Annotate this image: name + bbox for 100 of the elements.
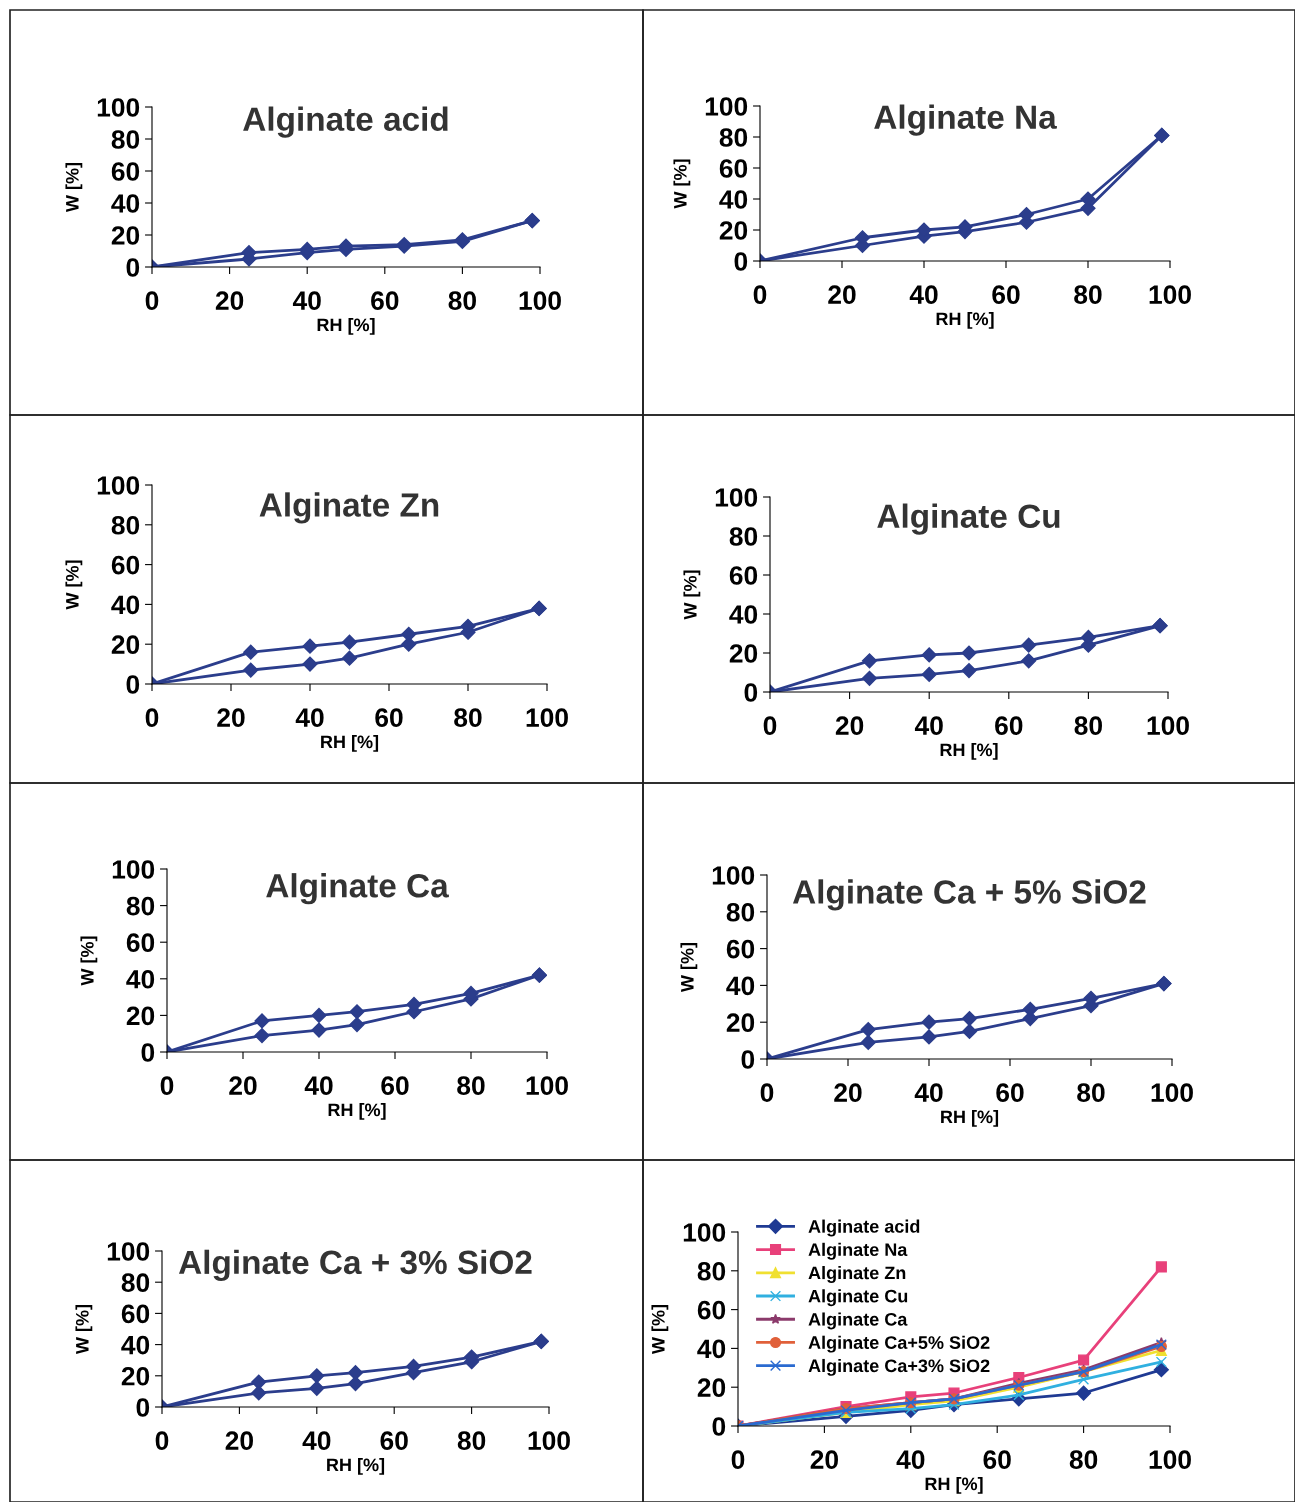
y-tick-label: 0 bbox=[734, 252, 748, 271]
chart-title: Alginate Na bbox=[874, 104, 1057, 136]
x-tick-label: 20 bbox=[828, 285, 856, 304]
legend-label: Alginate Cu bbox=[808, 1289, 908, 1307]
x-tick-label: 100 bbox=[1149, 1450, 1191, 1469]
x-axis-title: RH [%] bbox=[925, 1476, 983, 1494]
x-tick-label: 0 bbox=[160, 1076, 174, 1095]
y-tick-label: 20 bbox=[121, 1366, 150, 1386]
x-tick-label: 100 bbox=[526, 708, 568, 727]
chart-title: Alginate Zn bbox=[259, 492, 439, 524]
y-axis-title: W [%] bbox=[75, 1304, 93, 1355]
y-tick-label: 20 bbox=[126, 1006, 155, 1026]
x-tick-label: 20 bbox=[229, 1076, 257, 1095]
y-tick-label: 20 bbox=[697, 1378, 726, 1398]
y-tick-label: 40 bbox=[719, 190, 748, 209]
y-tick-label: 80 bbox=[697, 1261, 726, 1281]
y-tick-label: 20 bbox=[111, 635, 140, 655]
x-axis-title: RH [%] bbox=[317, 317, 375, 335]
x-tick-label: 20 bbox=[217, 708, 245, 727]
y-axis-title: W [%] bbox=[65, 162, 83, 213]
x-tick-label: 80 bbox=[1077, 1083, 1105, 1102]
x-tick-label: 40 bbox=[292, 291, 321, 310]
x-tick-label: 60 bbox=[995, 716, 1023, 735]
x-tick-label: 80 bbox=[1069, 1450, 1098, 1469]
x-tick-label: 60 bbox=[992, 285, 1020, 304]
y-tick-label: 100 bbox=[97, 476, 140, 495]
y-tick-label: 0 bbox=[712, 1417, 726, 1436]
x-tick-label: 0 bbox=[760, 1083, 774, 1102]
x-tick-label: 40 bbox=[896, 1450, 925, 1469]
x-tick-label: 80 bbox=[1074, 716, 1102, 735]
y-tick-label: 100 bbox=[112, 860, 155, 879]
legend-label: Alginate Na bbox=[808, 1242, 908, 1260]
y-tick-label: 80 bbox=[121, 1273, 150, 1293]
x-tick-label: 60 bbox=[375, 708, 403, 727]
x-tick-label: 20 bbox=[834, 1083, 862, 1102]
y-axis-title: W [%] bbox=[65, 560, 83, 610]
y-tick-label: 0 bbox=[136, 1398, 150, 1417]
chart-title: Alginate Ca + 3% SiO2 bbox=[178, 1249, 532, 1281]
y-tick-label: 100 bbox=[715, 488, 758, 507]
x-tick-label: 100 bbox=[526, 1076, 568, 1095]
y-tick-label: 0 bbox=[741, 1050, 755, 1069]
x-tick-label: 100 bbox=[1147, 716, 1189, 735]
y-tick-label: 40 bbox=[111, 194, 140, 213]
x-tick-label: 60 bbox=[380, 1431, 408, 1450]
x-tick-label: 60 bbox=[996, 1083, 1024, 1102]
x-axis-title: RH [%] bbox=[328, 1102, 386, 1120]
chart-title: Alginate Cu bbox=[877, 503, 1060, 535]
x-tick-label: 40 bbox=[914, 716, 943, 735]
y-tick-label: 100 bbox=[97, 98, 140, 117]
y-tick-label: 20 bbox=[729, 644, 758, 663]
y-tick-label: 60 bbox=[726, 939, 755, 959]
y-tick-label: 100 bbox=[107, 1242, 150, 1261]
chart-title: Alginate Ca bbox=[266, 873, 449, 905]
legend-label: Alginate Ca bbox=[808, 1312, 908, 1330]
x-tick-label: 60 bbox=[983, 1450, 1011, 1469]
legend-label: Alginate Ca+3% SiO2 bbox=[808, 1358, 990, 1376]
x-tick-label: 100 bbox=[528, 1431, 570, 1450]
y-axis-title: W [%] bbox=[683, 570, 701, 620]
x-tick-label: 80 bbox=[448, 291, 476, 310]
y-axis-title: W [%] bbox=[680, 942, 698, 993]
y-tick-label: 100 bbox=[712, 866, 755, 885]
x-tick-label: 80 bbox=[454, 708, 482, 727]
legend-label: Alginate acid bbox=[808, 1219, 920, 1237]
y-tick-label: 80 bbox=[729, 527, 758, 546]
legend-label: Alginate Zn bbox=[808, 1266, 906, 1283]
chart-title: Alginate acid bbox=[243, 106, 448, 138]
x-tick-label: 20 bbox=[810, 1450, 838, 1469]
y-tick-label: 40 bbox=[126, 969, 155, 989]
x-tick-label: 40 bbox=[909, 285, 938, 304]
y-tick-label: 20 bbox=[726, 1013, 755, 1033]
y-tick-label: 100 bbox=[705, 97, 748, 116]
y-tick-label: 60 bbox=[697, 1300, 726, 1320]
x-tick-label: 80 bbox=[1074, 285, 1102, 304]
x-tick-label: 40 bbox=[304, 1076, 333, 1095]
y-tick-label: 40 bbox=[697, 1339, 726, 1359]
x-tick-label: 40 bbox=[302, 1431, 331, 1450]
y-tick-label: 80 bbox=[719, 128, 748, 147]
y-tick-label: 40 bbox=[726, 976, 755, 996]
x-tick-label: 20 bbox=[835, 716, 864, 735]
x-tick-label: 40 bbox=[914, 1083, 943, 1102]
y-tick-label: 40 bbox=[111, 595, 140, 615]
y-tick-label: 40 bbox=[121, 1335, 150, 1355]
x-tick-label: 0 bbox=[155, 1431, 169, 1450]
x-tick-label: 20 bbox=[225, 1431, 253, 1450]
y-axis-title: W [%] bbox=[673, 159, 691, 209]
y-tick-label: 80 bbox=[111, 515, 140, 535]
y-tick-label: 0 bbox=[126, 675, 140, 694]
y-tick-label: 80 bbox=[726, 902, 755, 922]
y-tick-label: 0 bbox=[744, 683, 758, 702]
y-tick-label: 80 bbox=[111, 130, 140, 149]
y-tick-label: 20 bbox=[719, 221, 748, 240]
y-tick-label: 60 bbox=[126, 933, 155, 953]
y-tick-label: 20 bbox=[111, 226, 140, 245]
x-axis-title: RH [%] bbox=[941, 1109, 999, 1127]
x-axis-title: RH [%] bbox=[321, 734, 379, 752]
x-tick-label: 0 bbox=[763, 716, 777, 735]
y-axis-title: W [%] bbox=[80, 936, 98, 986]
y-tick-label: 100 bbox=[683, 1223, 726, 1242]
y-tick-label: 0 bbox=[126, 258, 140, 277]
x-tick-label: 100 bbox=[1151, 1083, 1193, 1102]
